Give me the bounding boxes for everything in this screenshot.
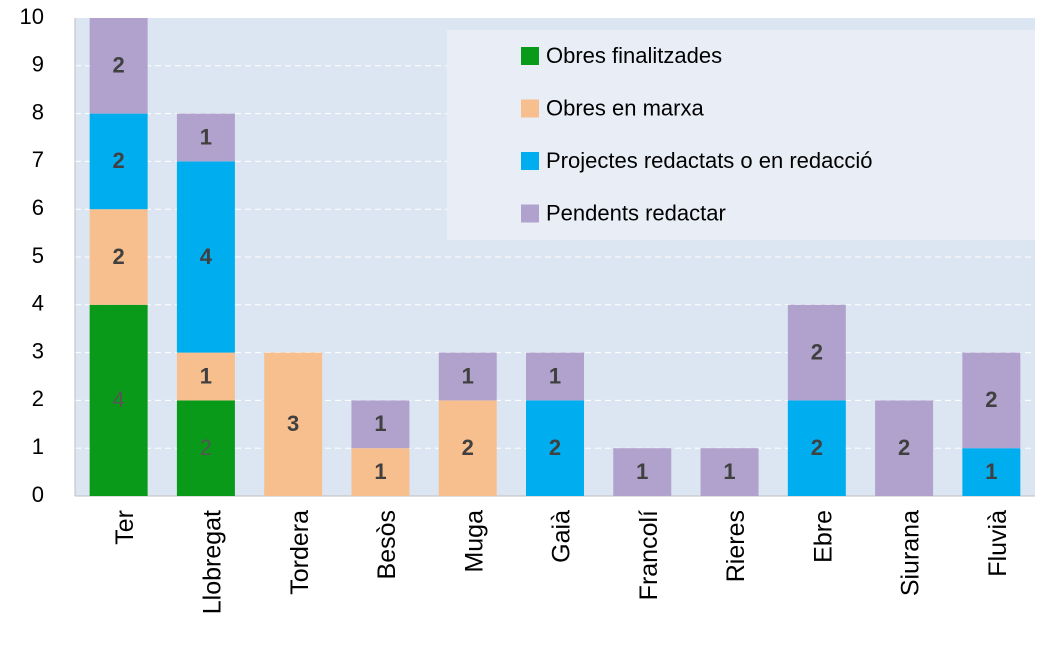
bar-segment	[787, 304, 846, 401]
bar-segment	[89, 113, 148, 210]
bar-segment	[962, 448, 1021, 496]
y-tick-label: 9	[32, 52, 44, 77]
data-label: 1	[985, 459, 997, 484]
data-label: 2	[811, 435, 823, 460]
bar-segment	[526, 400, 584, 496]
data-label: 1	[549, 363, 561, 388]
data-label: 2	[113, 53, 125, 78]
y-tick-label: 7	[32, 147, 44, 172]
data-label: 4	[200, 244, 213, 269]
y-tick-label: 4	[32, 291, 44, 316]
bar-segment	[89, 209, 148, 305]
legend-swatch	[521, 47, 539, 65]
bar-segment	[700, 448, 759, 496]
data-label: 1	[200, 124, 212, 149]
data-label: 2	[811, 339, 823, 364]
x-tick-label: Muga	[460, 510, 488, 573]
legend-label: Obres finalitzades	[546, 43, 722, 68]
bar-segment	[89, 304, 148, 496]
data-label: 1	[636, 459, 648, 484]
x-tick-label: Rieres	[722, 510, 750, 582]
y-tick-label: 0	[32, 482, 44, 507]
legend-label: Obres en marxa	[546, 95, 704, 120]
x-tick-label: Ter	[111, 510, 139, 545]
bar-segment	[264, 352, 323, 496]
x-tick-label: Besòs	[373, 510, 401, 579]
y-tick-label: 2	[32, 386, 44, 411]
bar-segment	[875, 400, 934, 496]
bar-segment	[351, 400, 410, 449]
x-tick-label: Tordera	[286, 510, 314, 595]
legend-swatch	[521, 99, 539, 118]
data-label: 3	[287, 411, 299, 436]
bar-segment	[176, 113, 235, 162]
data-label: 2	[113, 244, 125, 269]
x-tick-label: Fluvià	[984, 510, 1012, 577]
bar-segment	[351, 448, 410, 496]
bar-segment	[89, 18, 148, 114]
x-tick-label: Gaià	[548, 510, 576, 563]
x-tick-label: Siurana	[897, 510, 925, 596]
bar-segment	[438, 400, 497, 496]
data-label: 2	[985, 387, 997, 412]
bar-segment	[176, 400, 235, 496]
y-tick-label: 5	[32, 243, 44, 268]
data-label: 2	[462, 435, 474, 460]
bar-segment	[176, 161, 235, 353]
bar-segment	[176, 352, 235, 401]
x-tick-label: Ebre	[809, 510, 837, 563]
data-label: 1	[200, 363, 212, 388]
legend-label: Projectes redactats o en redacció	[546, 148, 873, 173]
bar-segment	[962, 352, 1021, 449]
bar-segment	[438, 352, 497, 401]
y-tick-label: 6	[32, 195, 44, 220]
legend-swatch	[521, 152, 539, 170]
legend-swatch	[521, 204, 539, 223]
data-label: 2	[898, 435, 910, 460]
y-tick-label: 3	[32, 338, 44, 363]
data-label: 2	[200, 435, 212, 460]
legend-label: Pendents redactar	[546, 200, 726, 225]
data-label: 2	[549, 435, 561, 460]
data-label: 1	[723, 459, 735, 484]
data-label: 4	[113, 387, 125, 412]
legend-box	[447, 30, 1035, 240]
bar-segment	[787, 400, 846, 496]
y-tick-label: 1	[32, 434, 44, 459]
data-label: 1	[462, 363, 474, 388]
bar-segment	[613, 448, 672, 496]
y-tick-label: 8	[32, 99, 44, 124]
x-tick-label: Llobregat	[199, 510, 227, 614]
y-tick-label: 10	[20, 4, 44, 29]
bar-segment	[526, 352, 584, 401]
data-label: 2	[113, 148, 125, 173]
x-tick-label: Francolí	[635, 510, 663, 600]
data-label: 1	[374, 459, 386, 484]
data-label: 1	[374, 411, 386, 436]
